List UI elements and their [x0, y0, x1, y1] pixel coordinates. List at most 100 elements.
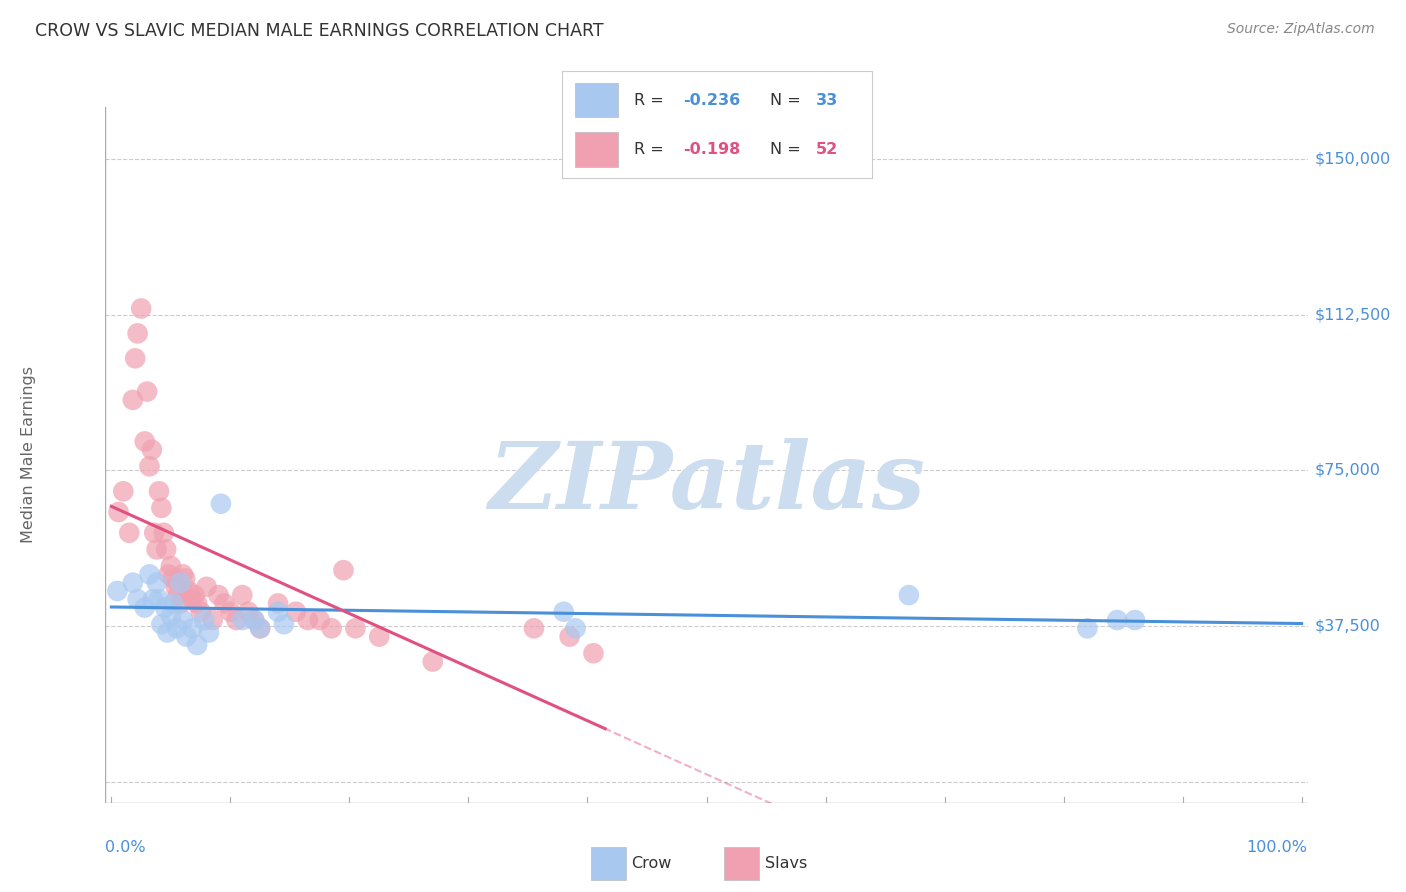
Text: -0.236: -0.236 — [683, 93, 741, 108]
Point — [897, 588, 920, 602]
Point — [143, 525, 166, 540]
Text: $112,500: $112,500 — [1315, 307, 1391, 322]
Text: N =: N = — [769, 142, 806, 157]
Point — [582, 646, 605, 660]
Point — [308, 613, 330, 627]
Point — [157, 567, 180, 582]
Text: CROW VS SLAVIC MEDIAN MALE EARNINGS CORRELATION CHART: CROW VS SLAVIC MEDIAN MALE EARNINGS CORR… — [35, 22, 603, 40]
Point — [332, 563, 354, 577]
Point — [150, 617, 173, 632]
Point — [273, 617, 295, 632]
FancyBboxPatch shape — [575, 83, 619, 118]
Point — [150, 500, 173, 515]
Point — [195, 580, 218, 594]
Point — [1076, 621, 1098, 635]
Point — [169, 596, 191, 610]
Text: $150,000: $150,000 — [1315, 152, 1391, 167]
Point — [162, 596, 184, 610]
Text: -0.198: -0.198 — [683, 142, 741, 157]
Point — [152, 525, 174, 540]
Point — [160, 608, 183, 623]
Point — [153, 600, 176, 615]
Point — [214, 596, 236, 610]
Text: 52: 52 — [815, 142, 838, 157]
Text: Median Male Earnings: Median Male Earnings — [21, 367, 35, 543]
Point — [138, 459, 160, 474]
Text: 100.0%: 100.0% — [1247, 840, 1308, 855]
Point — [183, 588, 205, 602]
Point — [321, 621, 343, 635]
Point — [136, 384, 159, 399]
Point — [138, 567, 160, 582]
Point — [165, 580, 187, 594]
Point — [238, 605, 260, 619]
Point — [145, 575, 167, 590]
Point — [564, 621, 586, 635]
Point — [558, 630, 581, 644]
Point — [121, 392, 143, 407]
Point — [1123, 613, 1146, 627]
Point — [231, 613, 253, 627]
Text: $75,000: $75,000 — [1315, 463, 1381, 478]
Text: R =: R = — [634, 142, 668, 157]
Text: ZIPatlas: ZIPatlas — [488, 438, 925, 528]
Text: 33: 33 — [815, 93, 838, 108]
Point — [297, 613, 319, 627]
Point — [181, 621, 204, 635]
Text: Slavs: Slavs — [765, 856, 807, 871]
Point — [284, 605, 307, 619]
Point — [231, 588, 253, 602]
Point — [422, 655, 444, 669]
Point — [267, 605, 290, 619]
Point — [207, 588, 229, 602]
Point — [225, 613, 247, 627]
Text: Source: ZipAtlas.com: Source: ZipAtlas.com — [1227, 22, 1375, 37]
Point — [553, 605, 575, 619]
Point — [105, 584, 128, 599]
Point — [141, 442, 163, 457]
Point — [169, 575, 191, 590]
Point — [155, 542, 177, 557]
Point — [160, 559, 183, 574]
Point — [523, 621, 546, 635]
Point — [368, 630, 391, 644]
Text: $37,500: $37,500 — [1315, 619, 1381, 633]
Point — [148, 592, 170, 607]
Point — [267, 596, 290, 610]
Point — [243, 613, 266, 627]
Point — [166, 621, 188, 635]
Point — [167, 588, 190, 602]
Point — [176, 630, 198, 644]
Point — [1107, 613, 1129, 627]
FancyBboxPatch shape — [575, 132, 619, 167]
Point — [190, 605, 212, 619]
Point — [107, 505, 129, 519]
Point — [243, 613, 266, 627]
Point — [249, 621, 271, 635]
Point — [121, 575, 143, 590]
Point — [118, 525, 141, 540]
Point — [172, 613, 194, 627]
Point — [127, 592, 149, 607]
Point — [177, 584, 200, 599]
Point — [174, 572, 197, 586]
Point — [209, 497, 232, 511]
Point — [219, 605, 242, 619]
Point — [142, 592, 165, 607]
Point — [172, 567, 194, 582]
Point — [186, 596, 208, 610]
Point — [134, 600, 156, 615]
Text: R =: R = — [634, 93, 668, 108]
Point — [127, 326, 149, 341]
Point — [129, 301, 152, 316]
Point — [201, 613, 224, 627]
Point — [124, 351, 146, 366]
Text: 0.0%: 0.0% — [105, 840, 146, 855]
Text: N =: N = — [769, 93, 806, 108]
Point — [145, 542, 167, 557]
Point — [134, 434, 156, 449]
Point — [344, 621, 367, 635]
Point — [193, 613, 215, 627]
Point — [181, 592, 204, 607]
Text: Crow: Crow — [631, 856, 672, 871]
